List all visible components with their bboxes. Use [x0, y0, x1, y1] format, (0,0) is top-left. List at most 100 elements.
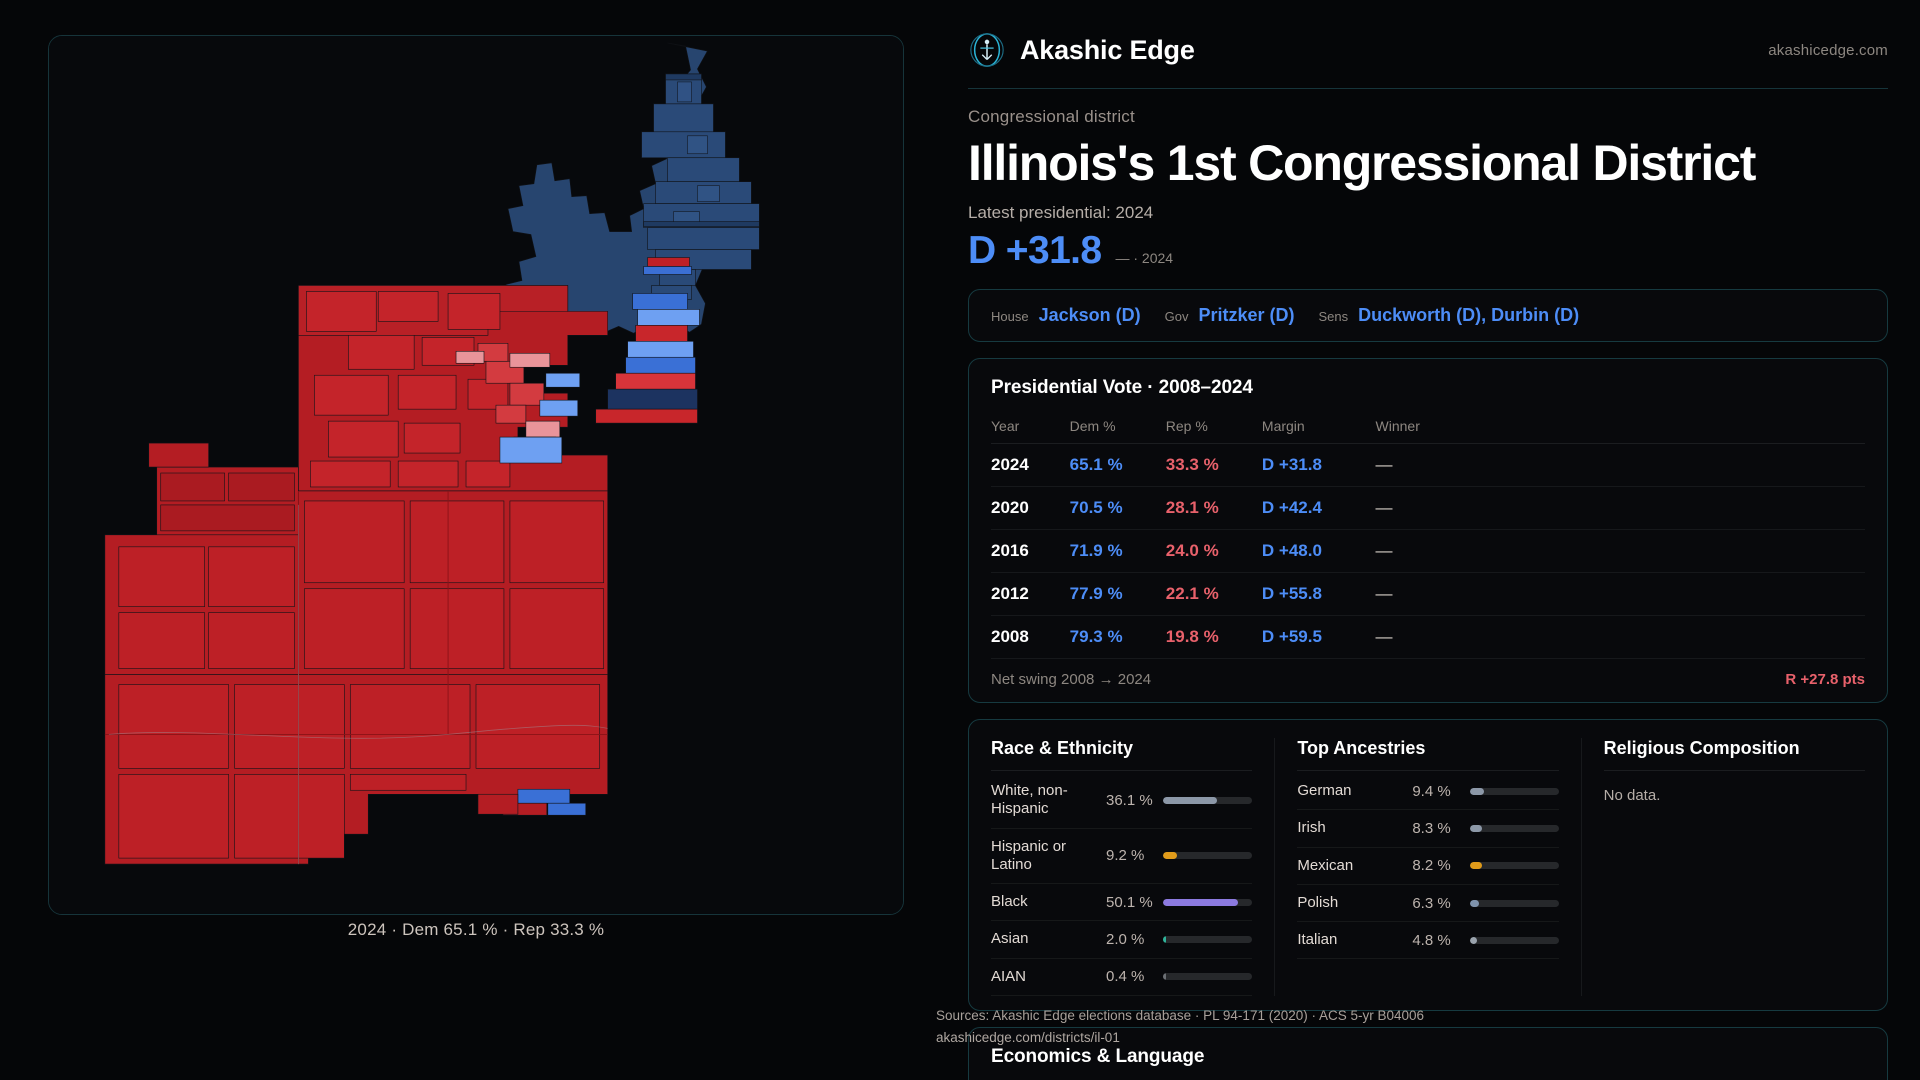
ancestry-label: Irish	[1297, 819, 1326, 837]
cell-margin: D +48.0	[1261, 529, 1376, 573]
list-item: Polish 6.3 %	[1297, 885, 1559, 923]
list-item: Mexican 8.2 %	[1297, 848, 1559, 885]
economics-language-title: Economics & Language	[991, 1046, 1205, 1068]
official-name-sens[interactable]: Duckworth (D), Durbin (D)	[1358, 305, 1580, 325]
map-stage	[49, 36, 903, 914]
table-row: 2012 77.9 % 22.1 % D +55.8 —	[991, 572, 1865, 616]
officials-card: House Jackson (D) Gov Pritzker (D) Sens …	[968, 289, 1888, 342]
divider	[1297, 770, 1559, 771]
district-precinct-map	[49, 36, 903, 914]
brand[interactable]: Akashic Edge	[968, 31, 1195, 69]
official-name-gov[interactable]: Pritzker (D)	[1198, 305, 1295, 325]
cell-year: 2024	[991, 443, 1070, 487]
cell-year: 2012	[991, 572, 1070, 616]
cell-winner: —	[1375, 529, 1865, 573]
net-swing-row: Net swing 2008 → 2024 R +27.8 pts	[991, 659, 1865, 688]
demographics-card: Race & Ethnicity White, non-Hispanic 36.…	[968, 719, 1888, 1012]
top-ancestries-title: Top Ancestries	[1297, 738, 1426, 758]
list-item: AIAN 0.4 %	[991, 959, 1253, 997]
ancestry-value: 6.3 %	[1412, 894, 1451, 912]
ancestry-label: Polish	[1297, 893, 1339, 911]
table-row: 2016 71.9 % 24.0 % D +48.0 —	[991, 529, 1865, 573]
site-url: akashicedge.com	[1768, 41, 1888, 59]
list-item: German 9.4 %	[1297, 773, 1559, 811]
race-bar	[1163, 973, 1253, 981]
cell-margin: D +59.5	[1261, 615, 1376, 659]
race-value: 9.2 %	[1105, 847, 1145, 865]
col-dem: Dem %	[1069, 409, 1166, 444]
race-value: 0.4 %	[1105, 968, 1145, 986]
brand-bar: Akashic Edge akashicedge.com	[968, 28, 1888, 72]
page-title: Illinois's 1st Congressional District	[968, 135, 1756, 191]
footer-url[interactable]: akashicedge.com/districts/il-01	[936, 1029, 1120, 1045]
table-row: 2008 79.3 % 19.8 % D +59.5 —	[991, 615, 1865, 659]
header-divider	[968, 88, 1888, 89]
race-value: 50.1 %	[1105, 893, 1153, 911]
race-bar	[1163, 852, 1253, 860]
net-swing-label: Net swing 2008 → 2024	[991, 671, 1152, 688]
col-margin: Margin	[1261, 409, 1376, 444]
col-winner: Winner	[1375, 409, 1865, 444]
cell-winner: —	[1375, 486, 1865, 530]
cell-winner: —	[1375, 572, 1865, 616]
top-ancestries-column: Top Ancestries German 9.4 % Irish 8.3 % …	[1274, 738, 1580, 997]
cell-margin: D +31.8	[1261, 443, 1376, 487]
list-item: Italian 4.8 %	[1297, 922, 1559, 960]
ancestry-bar	[1469, 824, 1559, 832]
footer-sources: Sources: Akashic Edge elections database…	[936, 1008, 1425, 1023]
economics-language-card: Economics & Language Median HH income $7…	[968, 1027, 1888, 1080]
latest-presidential-label: Latest presidential: 2024	[968, 203, 1154, 222]
presidential-vote-title: Presidential Vote · 2008–2024	[991, 377, 1253, 398]
race-bar	[1163, 936, 1253, 944]
race-label: White, non-Hispanic	[991, 782, 1068, 818]
race-label: AIAN	[991, 967, 1027, 985]
ancestry-value: 4.8 %	[1412, 931, 1451, 949]
col-rep: Rep %	[1165, 409, 1262, 444]
ancestry-label: Mexican	[1297, 856, 1354, 874]
ancestry-bar	[1469, 787, 1559, 795]
list-item: Hispanic or Latino 9.2 %	[991, 829, 1253, 885]
race-ethnicity-column: Race & Ethnicity White, non-Hispanic 36.…	[969, 738, 1274, 997]
ancestry-label: Italian	[1297, 931, 1338, 949]
headline-margin-value: D +31.8	[968, 229, 1102, 272]
map-caption: 2024 · Dem 65.1 % · Rep 33.3 %	[347, 920, 605, 939]
cell-year: 2008	[991, 615, 1070, 659]
report-right-column: Akashic Edge akashicedge.com Congression…	[936, 0, 1920, 1080]
net-swing-value: R +27.8 pts	[1785, 671, 1865, 688]
brand-name: Akashic Edge	[1020, 34, 1195, 65]
official-name-house[interactable]: Jackson (D)	[1038, 305, 1141, 325]
cell-year: 2016	[991, 529, 1070, 573]
cell-dem: 65.1 %	[1069, 443, 1166, 487]
cell-year: 2020	[991, 486, 1070, 530]
list-item: White, non-Hispanic 36.1 %	[991, 773, 1253, 829]
ancestry-bar	[1469, 862, 1559, 870]
cell-rep: 22.1 %	[1165, 572, 1262, 616]
ancestry-value: 8.2 %	[1412, 857, 1451, 875]
ancestry-value: 9.4 %	[1412, 782, 1451, 800]
religious-composition-title: Religious Composition	[1603, 738, 1800, 758]
presidential-vote-card: Presidential Vote · 2008–2024 Year Dem %…	[968, 358, 1888, 703]
akashic-logo-icon	[968, 31, 1006, 69]
race-label: Hispanic or Latino	[991, 837, 1067, 873]
cell-winner: —	[1375, 443, 1865, 487]
cell-dem: 79.3 %	[1069, 615, 1166, 659]
list-item: Irish 8.3 %	[1297, 810, 1559, 848]
cell-margin: D +42.4	[1261, 486, 1376, 530]
footer: Sources: Akashic Edge elections database…	[936, 1005, 1696, 1048]
ancestry-label: German	[1297, 782, 1352, 799]
district-map-panel[interactable]	[48, 35, 904, 915]
race-value: 2.0 %	[1105, 931, 1145, 949]
official-role-gov: Gov	[1164, 309, 1189, 324]
religion-empty-text: No data.	[1603, 787, 1661, 804]
divider	[1603, 770, 1865, 771]
table-row: 2024 65.1 % 33.3 % D +31.8 —	[991, 443, 1865, 487]
table-header-row: Year Dem % Rep % Margin Winner	[991, 409, 1865, 444]
religious-composition-column: Religious Composition No data.	[1580, 738, 1887, 997]
race-value: 36.1 %	[1105, 791, 1153, 809]
list-item: Asian 2.0 %	[991, 921, 1253, 959]
list-item: Black 50.1 %	[991, 884, 1253, 922]
ancestry-bar	[1469, 899, 1559, 907]
page-kicker: Congressional district	[968, 107, 1135, 126]
cell-dem: 70.5 %	[1069, 486, 1166, 530]
col-year: Year	[991, 409, 1070, 444]
